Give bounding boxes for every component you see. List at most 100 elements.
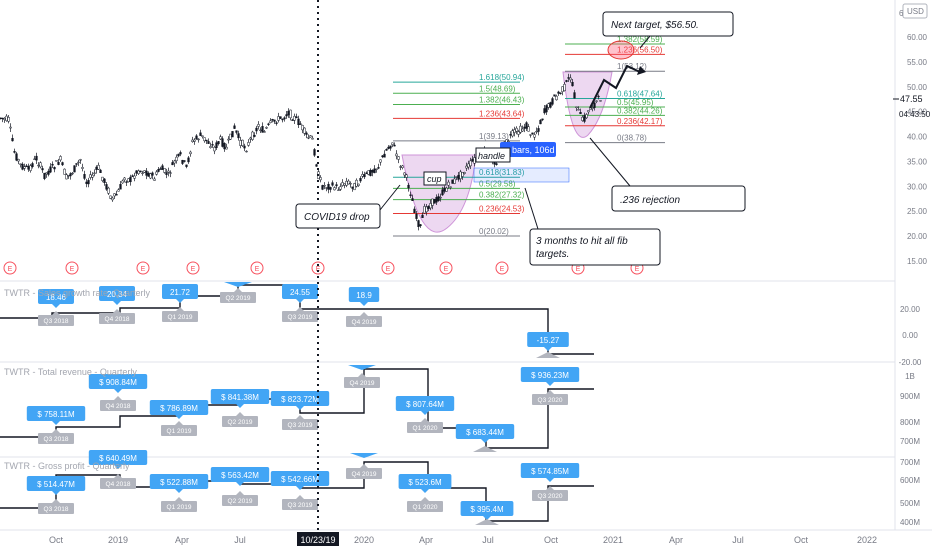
candle[interactable] [315,163,318,167]
candle[interactable] [357,183,360,187]
candle[interactable] [63,168,66,175]
candle[interactable] [55,159,58,162]
candle[interactable] [539,119,542,125]
candle[interactable] [597,94,600,100]
candle[interactable] [139,170,142,173]
candle[interactable] [3,117,6,123]
candle[interactable] [31,161,34,169]
candle[interactable] [241,139,244,147]
fib-retracements[interactable]: 1.618(50.94) 1.5(48.69) 1.382(46.43) 1.236(… [393,35,665,237]
candle[interactable] [233,123,236,130]
quarter-badge[interactable]: Q1 2020 [407,497,443,512]
candle[interactable] [245,150,248,153]
candle[interactable] [275,121,278,126]
candle[interactable] [125,180,128,187]
candle[interactable] [413,206,416,214]
candle[interactable] [149,172,152,180]
candle[interactable] [289,109,292,121]
candle[interactable] [103,178,106,186]
candle[interactable] [227,136,230,144]
candle[interactable] [67,175,70,179]
candle[interactable] [35,152,38,165]
candle[interactable] [83,170,86,181]
candle[interactable] [17,158,20,165]
candle[interactable] [343,183,346,189]
value-badge[interactable]: $ 522.88M [149,474,209,493]
quarter-badge[interactable]: Q3 2020 [532,390,568,405]
candle[interactable] [359,176,362,183]
candle[interactable] [129,174,132,186]
candle[interactable] [555,94,558,101]
candle[interactable] [409,191,412,199]
candle[interactable] [441,186,444,196]
candle[interactable] [235,130,238,135]
candle[interactable] [23,163,26,171]
quarter-badge[interactable]: Q2 2019 [220,288,256,303]
candle[interactable] [301,124,304,134]
candle[interactable] [375,168,378,173]
value-badge[interactable]: $ 563.42M [210,467,270,486]
quarter-badge[interactable]: Q4 2018 [99,309,135,324]
candle[interactable] [447,179,450,189]
candle[interactable] [523,123,526,133]
candle[interactable] [169,170,172,178]
value-badge[interactable]: $ 758.11M [26,406,86,425]
candle[interactable] [521,125,524,133]
candle[interactable] [43,172,46,181]
candle[interactable] [319,175,322,183]
candle[interactable] [575,106,578,112]
candle[interactable] [585,113,588,120]
candle[interactable] [283,116,286,122]
currency-badge[interactable] [902,3,928,19]
candle[interactable] [395,150,398,160]
value-badge[interactable]: $ 542.66M [270,471,330,490]
candle[interactable] [111,196,114,202]
candle[interactable] [101,176,104,183]
candle[interactable] [7,115,10,124]
candle[interactable] [157,166,160,173]
rejection-callout[interactable]: .236 rejection [589,137,746,212]
value-badge[interactable]: $ 908.84M [88,374,148,393]
candle[interactable] [371,169,374,177]
candle[interactable] [59,155,62,162]
candle[interactable] [393,142,396,147]
candle[interactable] [307,134,310,140]
candle[interactable] [85,178,88,188]
candle[interactable] [179,150,182,157]
candle[interactable] [133,172,136,182]
candle[interactable] [417,219,420,231]
candle[interactable] [525,121,528,131]
candle[interactable] [1,117,4,123]
projection-path[interactable] [589,64,641,109]
candle[interactable] [255,125,258,135]
candle[interactable] [515,126,518,135]
value-badge[interactable]: $ 786.89M [149,400,209,419]
candle[interactable] [569,74,572,83]
candle[interactable] [463,171,466,175]
candle[interactable] [449,186,452,190]
candle[interactable] [391,142,394,148]
candle[interactable] [145,168,148,180]
candle[interactable] [121,179,124,184]
candle[interactable] [123,177,126,183]
earnings-marker[interactable]: E [65,261,79,275]
candle[interactable] [161,163,164,170]
value-badge[interactable]: $ 823.72M [270,391,330,410]
value-badge[interactable]: $ 807.64M [395,396,455,415]
value-badge-marker[interactable] [348,365,376,370]
handle-label-box[interactable]: handle [475,147,511,163]
candle[interactable] [69,172,72,180]
value-badge-marker[interactable] [350,453,378,458]
quarter-badge[interactable]: Q3 2019 [282,415,318,430]
earnings-marker[interactable]: E [495,261,509,275]
earnings-marker[interactable]: E [3,261,17,275]
candle[interactable] [165,168,168,179]
candle[interactable] [231,131,234,138]
candle[interactable] [89,170,92,180]
value-badge[interactable]: $ 936.23M [520,367,580,386]
candle[interactable] [189,150,192,157]
fundamental-panes[interactable]: 18.46 Q3 2018 20.34 Q4 2018 21.72 Q1 2019 Q2 2… [0,282,594,525]
candle[interactable] [381,155,384,159]
candle[interactable] [405,173,408,181]
